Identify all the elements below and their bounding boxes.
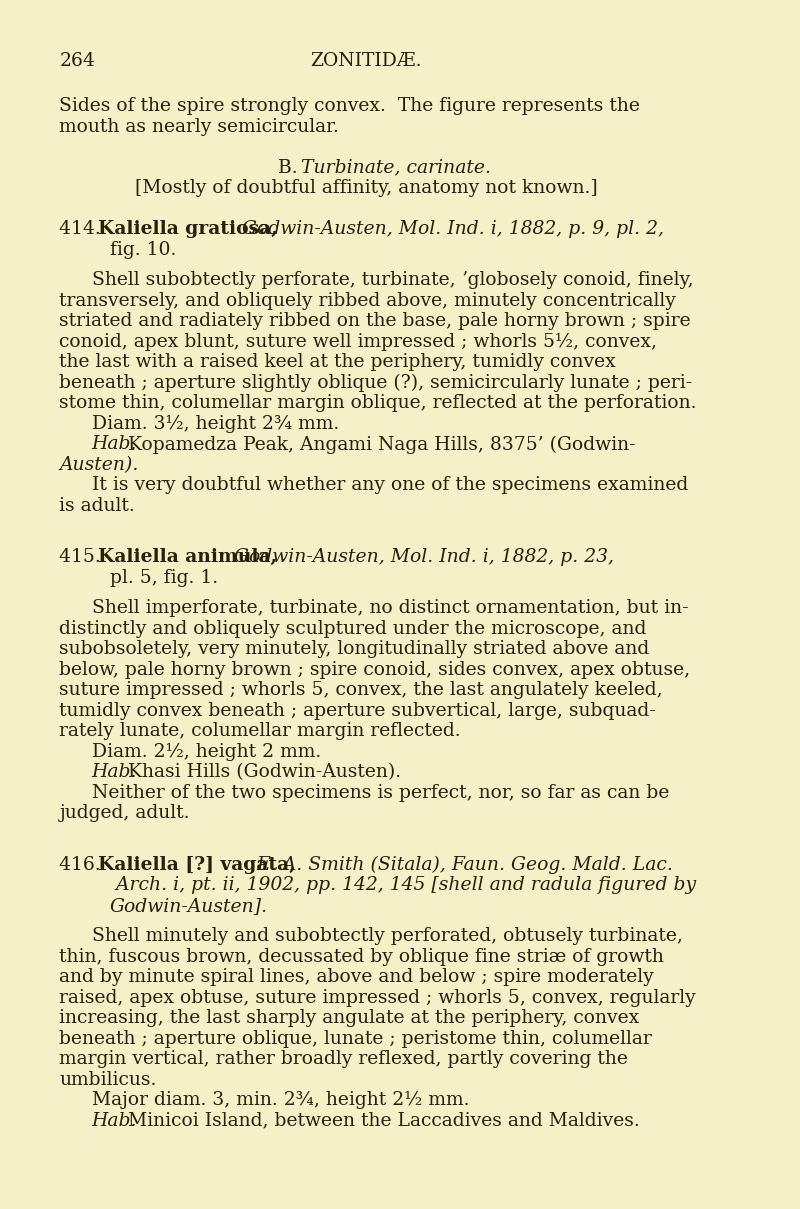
Text: [Mostly of doubtful affinity, anatomy not known.]: [Mostly of doubtful affinity, anatomy no…	[134, 179, 598, 197]
Text: Godwin-Austen, Mol. Ind. i, 1882, p. 9, pl. 2,: Godwin-Austen, Mol. Ind. i, 1882, p. 9, …	[236, 220, 664, 238]
Text: Kopamedza Peak, Angami Naga Hills, 8375’ (Godwin-: Kopamedza Peak, Angami Naga Hills, 8375’…	[122, 435, 636, 453]
Text: rately lunate, columellar margin reflected.: rately lunate, columellar margin reflect…	[59, 722, 461, 740]
Text: Austen).: Austen).	[59, 456, 139, 474]
Text: Major diam. 3, min. 2¾, height 2½ mm.: Major diam. 3, min. 2¾, height 2½ mm.	[91, 1092, 469, 1110]
Text: thin, fuscous brown, decussated by oblique fine striæ of growth: thin, fuscous brown, decussated by obliq…	[59, 948, 664, 966]
Text: Kaliella gratiosa,: Kaliella gratiosa,	[98, 220, 278, 238]
Text: Sides of the spire strongly convex.  The figure represents the: Sides of the spire strongly convex. The …	[59, 97, 640, 115]
Text: ZONITIDÆ.: ZONITIDÆ.	[310, 52, 422, 70]
Text: Khasi Hills (Godwin-Austen).: Khasi Hills (Godwin-Austen).	[122, 763, 402, 781]
Text: and by minute spiral lines, above and below ; spire moderately: and by minute spiral lines, above and be…	[59, 968, 654, 987]
Text: 264: 264	[59, 52, 95, 70]
Text: It is very doubtful whether any one of the specimens examined: It is very doubtful whether any one of t…	[91, 476, 688, 494]
Text: the last with a raised keel at the periphery, tumidly convex: the last with a raised keel at the perip…	[59, 353, 616, 371]
Text: fig. 10.: fig. 10.	[110, 241, 176, 259]
Text: Turbinate, carinate.: Turbinate, carinate.	[301, 158, 491, 177]
Text: judged, adult.: judged, adult.	[59, 804, 190, 822]
Text: Hab.: Hab.	[91, 1112, 137, 1130]
Text: 416.: 416.	[59, 856, 107, 874]
Text: Minicoi Island, between the Laccadives and Maldives.: Minicoi Island, between the Laccadives a…	[122, 1112, 640, 1130]
Text: below, pale horny brown ; spire conoid, sides convex, apex obtuse,: below, pale horny brown ; spire conoid, …	[59, 661, 690, 678]
Text: raised, apex obtuse, suture impressed ; whorls 5, convex, regularly: raised, apex obtuse, suture impressed ; …	[59, 989, 696, 1007]
Text: Hab.: Hab.	[91, 435, 137, 453]
Text: is adult.: is adult.	[59, 497, 135, 515]
Text: Shell imperforate, turbinate, no distinct ornamentation, but in-: Shell imperforate, turbinate, no distinc…	[91, 600, 688, 618]
Text: tumidly convex beneath ; aperture subvertical, large, subquad-: tumidly convex beneath ; aperture subver…	[59, 702, 656, 719]
Text: margin vertical, rather broadly reflexed, partly covering the: margin vertical, rather broadly reflexed…	[59, 1051, 628, 1069]
Text: Diam. 2½, height 2 mm.: Diam. 2½, height 2 mm.	[91, 742, 321, 760]
Text: beneath ; aperture oblique, lunate ; peristome thin, columellar: beneath ; aperture oblique, lunate ; per…	[59, 1030, 652, 1048]
Text: Kaliella animula,: Kaliella animula,	[98, 548, 277, 566]
Text: striated and radiately ribbed on the base, pale horny brown ; spire: striated and radiately ribbed on the bas…	[59, 312, 691, 330]
Text: Diam. 3½, height 2¾ mm.: Diam. 3½, height 2¾ mm.	[91, 415, 338, 433]
Text: Godwin-Austen].: Godwin-Austen].	[110, 897, 268, 914]
Text: increasing, the last sharply angulate at the periphery, convex: increasing, the last sharply angulate at…	[59, 1010, 640, 1028]
Text: Shell subobtectly perforate, turbinate, ʼglobosely conoid, finely,: Shell subobtectly perforate, turbinate, …	[91, 271, 693, 289]
Text: mouth as nearly semicircular.: mouth as nearly semicircular.	[59, 117, 339, 135]
Text: pl. 5, fig. 1.: pl. 5, fig. 1.	[110, 568, 218, 586]
Text: Hab.: Hab.	[91, 763, 137, 781]
Text: conoid, apex blunt, suture well impressed ; whorls 5½, convex,: conoid, apex blunt, suture well impresse…	[59, 332, 658, 351]
Text: 414.: 414.	[59, 220, 107, 238]
Text: transversely, and obliquely ribbed above, minutely concentrically: transversely, and obliquely ribbed above…	[59, 291, 676, 310]
Text: Shell minutely and subobtectly perforated, obtusely turbinate,: Shell minutely and subobtectly perforate…	[91, 927, 682, 945]
Text: beneath ; aperture slightly oblique (?), semicircularly lunate ; peri-: beneath ; aperture slightly oblique (?),…	[59, 374, 693, 392]
Text: distinctly and obliquely sculptured under the microscope, and: distinctly and obliquely sculptured unde…	[59, 620, 647, 638]
Text: subobsoletely, very minutely, longitudinally striated above and: subobsoletely, very minutely, longitudin…	[59, 641, 650, 659]
Text: Neither of the two specimens is perfect, nor, so far as can be: Neither of the two specimens is perfect,…	[91, 783, 669, 802]
Text: Arch. i, pt. ii, 1902, pp. 142, 145 [shell and radula figured by: Arch. i, pt. ii, 1902, pp. 142, 145 [she…	[110, 877, 696, 895]
Text: E. A. Smith (Sitala), Faun. Geog. Mald. Lac.: E. A. Smith (Sitala), Faun. Geog. Mald. …	[251, 856, 673, 874]
Text: stome thin, columellar margin oblique, reflected at the perforation.: stome thin, columellar margin oblique, r…	[59, 394, 697, 412]
Text: Kaliella [?] vagata,: Kaliella [?] vagata,	[98, 856, 295, 874]
Text: 415.: 415.	[59, 548, 107, 566]
Text: Godwin-Austen, Mol. Ind. i, 1882, p. 23,: Godwin-Austen, Mol. Ind. i, 1882, p. 23,	[228, 548, 614, 566]
Text: umbilicus.: umbilicus.	[59, 1071, 157, 1089]
Text: suture impressed ; whorls 5, convex, the last angulately keeled,: suture impressed ; whorls 5, convex, the…	[59, 682, 663, 699]
Text: B.: B.	[278, 158, 303, 177]
